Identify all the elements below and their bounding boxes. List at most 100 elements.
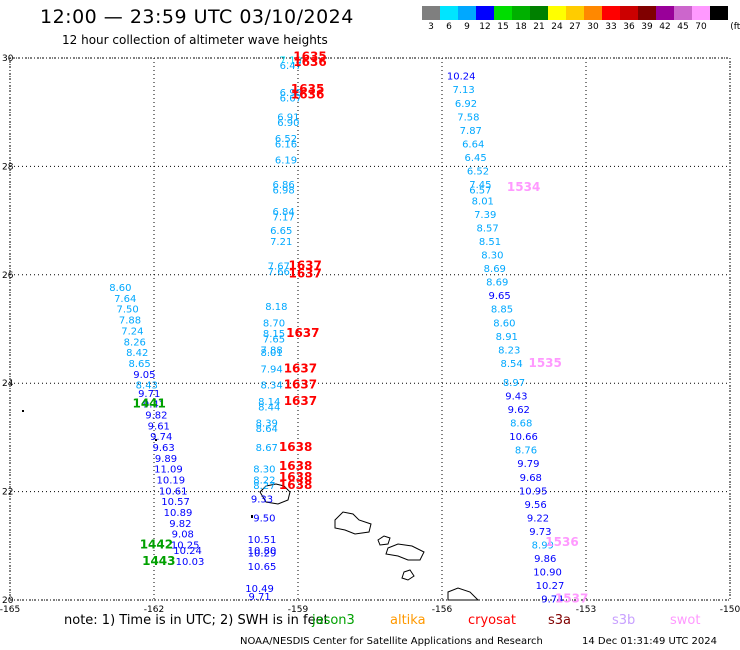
lon-tick-label: -159 — [288, 605, 309, 615]
wave-height-label: 8.15 — [263, 329, 285, 340]
legend-label: 21 — [533, 22, 545, 32]
legend-label: 70 — [695, 22, 707, 32]
wave-height-label: 8.70 — [263, 318, 285, 329]
wave-height-label: 7.67 — [268, 261, 290, 272]
wave-height-label: 9.71 — [138, 389, 160, 400]
pass-time-label: 1637 — [286, 326, 319, 340]
wave-height-label: 9.61 — [148, 421, 170, 432]
lat-tick-label: 22 — [2, 488, 13, 498]
island-outline — [259, 483, 291, 505]
wave-height-label: 8.60 — [493, 318, 515, 329]
pass-time-label: 1637 — [288, 267, 321, 281]
wave-height-label: 6.65 — [270, 226, 292, 237]
wave-height-label: 10.80 — [248, 546, 277, 557]
wave-height-label: 8.57 — [476, 223, 498, 234]
wave-height-label: 8.30 — [481, 251, 503, 262]
legend-label: 27 — [569, 22, 581, 32]
wave-height-label: 10.24 — [173, 546, 202, 557]
wave-height-label: 8.26 — [124, 337, 146, 348]
credit-line: NOAA/NESDIS Center for Satellite Applica… — [240, 636, 543, 647]
wave-height-label: 7.50 — [116, 305, 138, 316]
wave-height-label: 10.29 — [248, 549, 277, 560]
wave-height-label: 6.98 — [280, 88, 302, 99]
lon-tick-label: -165 — [0, 605, 20, 615]
wave-height-label: 9.05 — [133, 370, 155, 381]
wave-height-label: 6.57 — [469, 186, 491, 197]
legend-swatch — [494, 6, 512, 20]
wave-height-label: 6.47 — [280, 61, 302, 72]
wave-height-label: 7.21 — [270, 237, 292, 248]
legend-label: 36 — [623, 22, 635, 32]
wave-height-label: 8.39 — [256, 419, 278, 430]
wave-height-label: 7.88 — [119, 316, 141, 327]
lon-tick-label: -153 — [576, 605, 596, 615]
pass-time-label: 1637 — [284, 361, 317, 375]
satellite-jason3: jason3 — [312, 613, 355, 628]
legend-label: 45 — [677, 22, 689, 32]
wave-height-label: 9.74 — [541, 595, 563, 606]
wave-height-label: 10.89 — [164, 508, 193, 519]
pass-time-label: 1638 — [279, 459, 312, 473]
wave-height-label: 7.65 — [263, 335, 285, 346]
legend-label: 42 — [659, 22, 671, 32]
wave-height-label: 10.25 — [171, 541, 200, 552]
pass-time-label: 1635 — [293, 50, 326, 64]
legend-swatch — [674, 6, 692, 20]
pass-time-label: 1637 — [284, 378, 317, 392]
island-outline — [385, 543, 425, 561]
wave-height-label: 8.99 — [532, 541, 554, 552]
wave-height-label: 7.24 — [121, 326, 143, 337]
legend-swatch — [584, 6, 602, 20]
wave-height-label: 6.19 — [275, 156, 297, 167]
lat-tick-label: 26 — [2, 271, 14, 281]
wave-height-label: 9.73 — [529, 527, 551, 538]
wave-height-label: 8.97 — [503, 378, 525, 389]
wave-height-label: 8.85 — [491, 305, 513, 316]
wave-height-label: 8.22 — [253, 475, 275, 486]
legend-swatch — [602, 6, 620, 20]
wave-height-label: 8.69 — [486, 278, 508, 289]
wave-height-label: 10.03 — [176, 557, 205, 568]
wave-height-label: 8.54 — [500, 359, 522, 370]
wave-height-label: 9.71 — [248, 592, 270, 603]
legend-label: 12 — [479, 22, 491, 32]
wave-height-label: 9.62 — [508, 405, 530, 416]
legend-label — [710, 22, 728, 32]
wave-height-label: 11.09 — [154, 465, 183, 476]
wave-height-label: 9.86 — [534, 554, 556, 565]
legend-label: 39 — [641, 22, 653, 32]
wave-height-label: 10.65 — [248, 562, 277, 573]
wave-height-label: 9.82 — [169, 519, 191, 530]
legend-unit: (ft) — [730, 22, 740, 32]
wave-height-label: 8.18 — [265, 302, 287, 313]
legend-label: 18 — [515, 22, 527, 32]
island-outline — [377, 535, 391, 546]
wave-height-label: 6.86 — [272, 180, 294, 191]
legend-label: 3 — [428, 22, 434, 32]
legend-label: 9 — [464, 22, 470, 32]
satellite-s3b: s3b — [612, 613, 636, 628]
wave-height-label: 9.74 — [150, 432, 172, 443]
legend-swatch — [476, 6, 494, 20]
legend-swatch — [548, 6, 566, 20]
wave-height-label: 7.64 — [114, 294, 136, 305]
satellite-s3a: s3a — [548, 613, 572, 628]
legend-swatch — [620, 6, 638, 20]
wave-height-label: 7.39 — [474, 210, 496, 221]
legend-swatch — [530, 6, 548, 20]
wave-height-label: 9.79 — [517, 459, 539, 470]
wave-height-label: 8.76 — [515, 446, 537, 457]
wave-height-label: 8.51 — [479, 237, 501, 248]
legend-swatch — [656, 6, 674, 20]
wave-height-label: 8.43 — [136, 381, 158, 392]
lat-tick-label: 30 — [2, 54, 14, 64]
island-dot — [251, 515, 253, 518]
island-dot — [155, 439, 157, 441]
pass-time-label: 1635 — [291, 82, 324, 96]
legend-swatch — [512, 6, 530, 20]
wave-height-label: 6.52 — [467, 167, 489, 178]
wave-height-label: 7.17 — [272, 213, 294, 224]
wave-height-label: 8.67 — [256, 443, 278, 454]
